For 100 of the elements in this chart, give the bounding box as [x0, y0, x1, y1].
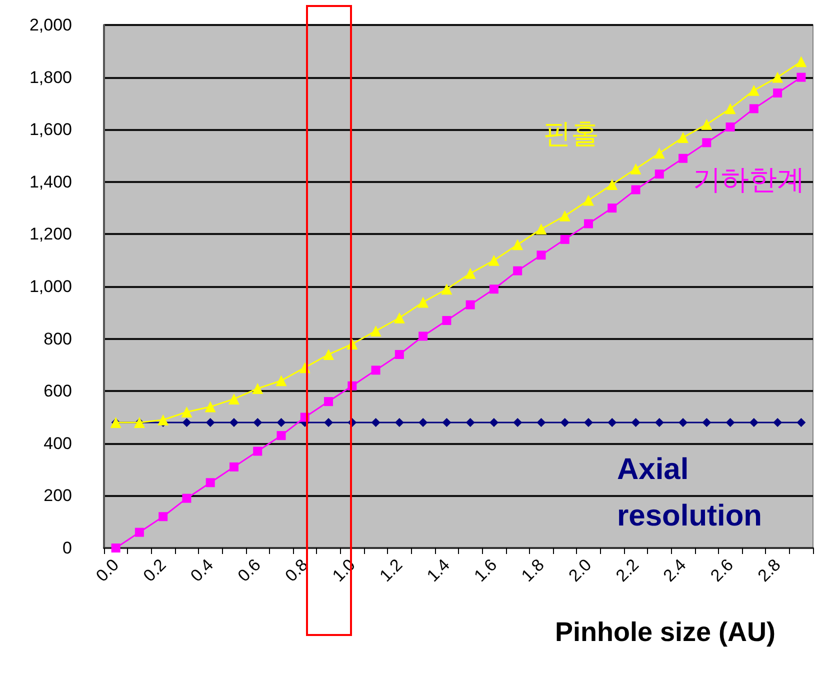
y-tick-label: 1,200 [29, 224, 72, 244]
point [773, 418, 782, 427]
point [441, 284, 452, 295]
point [158, 414, 169, 426]
point [323, 348, 334, 360]
y-tick-label: 2,000 [29, 16, 72, 34]
point [631, 418, 640, 427]
x-tick-label: 1.6 [470, 555, 501, 586]
point [608, 418, 617, 427]
point [654, 418, 664, 427]
point [442, 418, 452, 427]
point [182, 494, 192, 503]
x-tick-label: 2.2 [612, 555, 642, 586]
point [631, 185, 640, 194]
x-tick-label: 1.8 [518, 555, 548, 586]
point [796, 72, 806, 82]
point [253, 446, 262, 456]
y-tick-label: 0 [62, 538, 72, 558]
point [582, 194, 594, 206]
x-tick-label: 0.0 [92, 555, 123, 586]
x-tick-label: 0.2 [140, 555, 170, 586]
point [276, 375, 287, 386]
x-tick-label: 1.2 [376, 555, 406, 586]
point [654, 148, 665, 159]
y-tick-label: 400 [44, 434, 72, 453]
point [560, 234, 570, 244]
point [371, 418, 380, 427]
point [418, 418, 428, 427]
point [394, 312, 405, 324]
point [206, 478, 215, 488]
point [276, 418, 286, 427]
point [536, 418, 546, 427]
point [324, 418, 334, 427]
point [796, 418, 806, 427]
y-tick-label: 200 [44, 486, 72, 506]
point [772, 72, 784, 83]
point [702, 418, 712, 427]
point [324, 397, 334, 406]
point [726, 418, 735, 427]
point [418, 332, 428, 341]
y-tick-label: 1,800 [29, 68, 72, 87]
x-tick-label: 2.0 [565, 555, 596, 586]
point [466, 300, 475, 310]
x-tick-label: 2.6 [706, 555, 737, 586]
y-tick-label: 1,400 [29, 172, 72, 192]
x-tick-label: 0.6 [234, 555, 264, 586]
point [630, 163, 642, 174]
point [678, 154, 688, 163]
point [371, 366, 380, 375]
point [442, 316, 452, 325]
point [229, 418, 238, 427]
x-tick-label: 0.8 [281, 555, 312, 586]
point [773, 88, 782, 98]
point [370, 325, 382, 336]
x-tick-label: 0.4 [186, 555, 218, 586]
point [513, 418, 522, 427]
point [134, 528, 144, 537]
point [796, 56, 807, 68]
point [394, 418, 404, 427]
point [464, 268, 476, 279]
point [724, 103, 736, 114]
point [678, 418, 688, 427]
y-tick-label: 800 [44, 329, 72, 348]
point [513, 266, 522, 276]
point [726, 122, 735, 132]
point [584, 219, 593, 228]
point [466, 418, 475, 427]
point [749, 104, 758, 114]
point [559, 210, 570, 222]
point [536, 223, 547, 234]
point [749, 418, 758, 427]
point [182, 418, 192, 427]
point [748, 84, 760, 96]
point [206, 418, 215, 427]
point [253, 418, 262, 427]
point [606, 179, 618, 190]
point [158, 512, 168, 522]
point [229, 462, 238, 472]
point [512, 239, 524, 250]
x-tick-label: 2.4 [660, 555, 690, 586]
series-label: Axial resolution [617, 452, 762, 532]
point [488, 254, 500, 266]
point [608, 204, 617, 213]
point [489, 284, 498, 294]
x-tick-label: 1.4 [423, 555, 454, 586]
point [654, 170, 664, 179]
y-tick-label: 1,000 [29, 277, 72, 296]
x-axis-title: Pinhole size (AU) [555, 617, 776, 647]
point [394, 350, 404, 359]
point [702, 138, 712, 148]
point [560, 418, 570, 427]
point [228, 393, 240, 404]
point [204, 401, 216, 412]
x-tick-label: 2.8 [754, 555, 784, 586]
point [536, 250, 546, 260]
point [111, 544, 120, 552]
point [252, 382, 264, 394]
y-tick-label: 600 [44, 382, 72, 401]
point [678, 132, 689, 143]
point [584, 418, 593, 427]
